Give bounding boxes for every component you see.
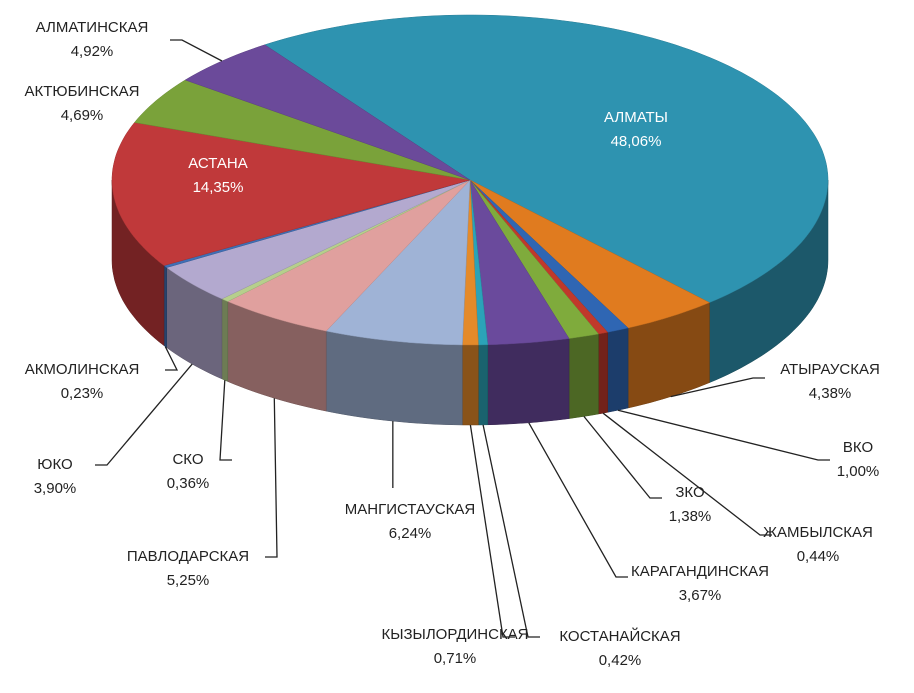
label-value: 4,38%	[809, 385, 852, 402]
label-name: АКТЮБИНСКАЯ	[25, 83, 140, 100]
leader-line	[528, 422, 628, 578]
slice-side	[221, 298, 229, 382]
label-value: 4,92%	[71, 43, 114, 60]
label-value: 1,38%	[669, 508, 712, 525]
leader-line	[602, 412, 772, 536]
leader-line	[482, 424, 540, 638]
label-name: КОСТАНАЙСКАЯ	[559, 627, 680, 645]
leader-line	[164, 346, 179, 371]
label-value: 5,25%	[167, 572, 210, 589]
slice-side	[163, 265, 167, 349]
leader-line	[219, 380, 232, 461]
label-value: 0,42%	[599, 652, 642, 669]
label-value: 0,36%	[167, 475, 210, 492]
leader-line	[469, 424, 515, 638]
label-name: АТЫРАУСКАЯ	[780, 361, 880, 378]
slice-label: АЛМАТЫ	[604, 109, 668, 126]
label-name: ЖАМБЫЛСКАЯ	[763, 524, 873, 541]
label-name: КАРАГАНДИНСКАЯ	[631, 563, 769, 580]
label-value: 0,23%	[61, 385, 104, 402]
label-name: ПАВЛОДАРСКАЯ	[127, 548, 249, 565]
label-name: АЛМАТИНСКАЯ	[36, 19, 149, 36]
label-value: 4,69%	[61, 107, 104, 124]
label-value: 0,71%	[434, 650, 477, 667]
label-name: СКО	[172, 451, 203, 468]
slice	[469, 179, 711, 329]
slice-side	[487, 338, 570, 426]
leader-line	[583, 415, 662, 499]
slice	[134, 79, 471, 181]
label-value: 1,00%	[837, 463, 880, 480]
label-value: 3,67%	[679, 587, 722, 604]
label-name: ВКО	[843, 439, 873, 456]
label-value: 3,90%	[34, 480, 77, 497]
slice-side	[325, 330, 463, 426]
slice-side	[598, 331, 608, 415]
slice-value: 14,35%	[193, 179, 244, 196]
label-name: МАНГИСТАУСКАЯ	[345, 501, 476, 518]
label-name: ЮКО	[37, 456, 72, 473]
leader-line	[617, 409, 830, 461]
slice	[325, 179, 471, 346]
label-value: 0,44%	[797, 548, 840, 565]
leader-line	[95, 363, 193, 466]
slice-side	[607, 327, 629, 413]
label-name: ЗКО	[675, 484, 704, 501]
slice	[264, 14, 829, 303]
slice	[469, 179, 570, 346]
slice	[227, 179, 471, 332]
label-name: АКМОЛИНСКАЯ	[25, 361, 140, 378]
leader-line	[170, 39, 223, 62]
slice-side	[462, 344, 479, 426]
leader-line	[670, 377, 765, 398]
leader-line	[265, 398, 278, 558]
slice-side	[478, 344, 489, 426]
slice-side	[568, 333, 599, 419]
slice-value: 48,06%	[611, 133, 662, 150]
slice-label: АСТАНА	[188, 155, 248, 172]
slice	[111, 122, 471, 266]
slice	[166, 179, 471, 300]
label-value: 6,24%	[389, 525, 432, 542]
label-name: КЫЗЫЛОРДИНСКАЯ	[381, 626, 528, 643]
